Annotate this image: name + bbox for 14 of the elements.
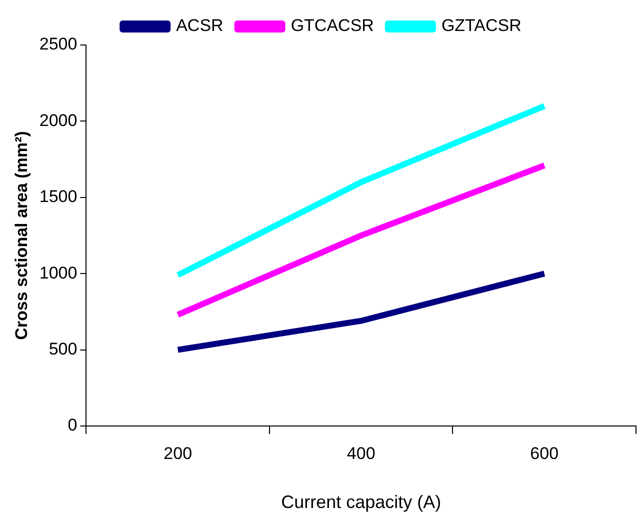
y-tick-label: 0 [68, 416, 78, 435]
y-tick-label: 1000 [39, 263, 78, 282]
y-tick-label: 500 [48, 339, 78, 358]
x-tick-label: 400 [346, 444, 376, 463]
x-tick-label: 600 [530, 444, 559, 463]
x-axis-title: Current capacity (A) [281, 492, 442, 512]
x-tick-label: 200 [164, 444, 192, 463]
legend-label: ACSR [176, 16, 224, 36]
legend-label: GTCACSR [290, 16, 374, 36]
y-tick-label: 2500 [39, 34, 78, 54]
legend-label: GZTACSR [441, 16, 522, 36]
y-axis-title: Cross sctional area (mm²) [12, 131, 31, 340]
y-tick-label: 2000 [39, 110, 78, 130]
y-tick-label: 1500 [39, 187, 78, 206]
